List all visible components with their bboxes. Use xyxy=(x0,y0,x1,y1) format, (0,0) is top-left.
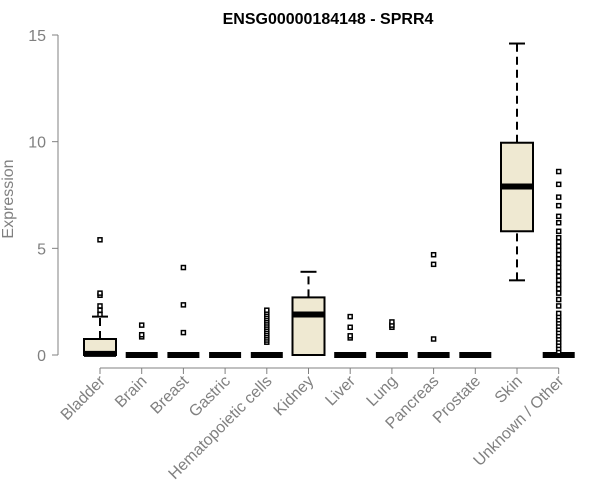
outlier-point xyxy=(347,324,353,331)
box-group xyxy=(542,168,575,358)
outlier-point xyxy=(555,243,562,249)
outlier-point xyxy=(555,228,562,235)
box-rect xyxy=(291,296,326,356)
box-group xyxy=(125,322,158,358)
outlier-point xyxy=(138,331,145,338)
outlier-point xyxy=(555,194,562,200)
chart-title: ENSG00000184148 - SPRR4 xyxy=(223,11,434,28)
outlier-point xyxy=(97,237,103,243)
y-axis-label: Expression xyxy=(0,159,17,238)
outlier-point xyxy=(389,319,395,325)
box-group xyxy=(291,270,326,356)
box-group xyxy=(500,42,534,282)
x-tick-label: Kidney xyxy=(271,373,318,420)
outlier-point xyxy=(555,273,562,279)
x-tick-label: Lung xyxy=(364,373,401,410)
x-tick-label: Breast xyxy=(148,372,193,417)
outlier-point xyxy=(555,202,562,209)
outlier-point xyxy=(97,307,103,313)
y-tick-label: 15 xyxy=(28,28,46,45)
outlier-point xyxy=(555,310,562,317)
x-tick-label: Skin xyxy=(492,373,526,407)
box-group xyxy=(167,264,200,358)
outlier-point xyxy=(180,329,187,336)
outlier-point xyxy=(555,251,562,258)
outlier-point xyxy=(430,261,437,268)
outlier-point xyxy=(555,303,562,309)
box-series xyxy=(83,42,575,358)
outlier-point xyxy=(347,333,353,339)
box-group xyxy=(417,251,450,358)
x-tick-label: Brain xyxy=(112,373,150,411)
outlier-point xyxy=(138,322,145,328)
outlier-point xyxy=(555,168,562,175)
y-tick-label: 5 xyxy=(37,241,46,258)
y-axis: 0 5 10 15 xyxy=(28,28,59,365)
outlier-point xyxy=(555,290,562,296)
outlier-point xyxy=(180,302,187,308)
outlier-point xyxy=(555,234,562,241)
outlier-point xyxy=(347,313,353,320)
y-tick-label: 10 xyxy=(28,135,46,152)
x-tick-label: Liver xyxy=(322,372,359,409)
outlier-point xyxy=(555,286,562,292)
outlier-point xyxy=(555,281,562,288)
outlier-point xyxy=(555,247,562,254)
box-group xyxy=(250,307,283,358)
outlier-point xyxy=(555,256,562,262)
outlier-point xyxy=(555,219,562,226)
outlier-point xyxy=(555,296,562,303)
outlier-point xyxy=(430,336,437,342)
box-group xyxy=(334,313,367,358)
outlier-point xyxy=(555,260,562,267)
outlier-point xyxy=(97,290,103,296)
box-group xyxy=(375,319,408,358)
y-tick-label: 0 xyxy=(37,348,46,365)
outlier-point xyxy=(555,277,562,284)
outlier-point xyxy=(97,303,103,309)
outlier-point xyxy=(430,251,437,258)
outlier-point xyxy=(555,239,562,245)
x-tick-label: Bladder xyxy=(58,372,109,423)
outlier-point xyxy=(555,269,562,275)
outlier-point xyxy=(180,264,187,271)
outlier-point xyxy=(97,311,103,318)
outlier-point xyxy=(555,264,562,271)
outlier-point xyxy=(555,181,562,188)
outlier-point xyxy=(555,213,562,220)
box-group xyxy=(83,237,117,357)
outlier-point xyxy=(264,307,270,313)
